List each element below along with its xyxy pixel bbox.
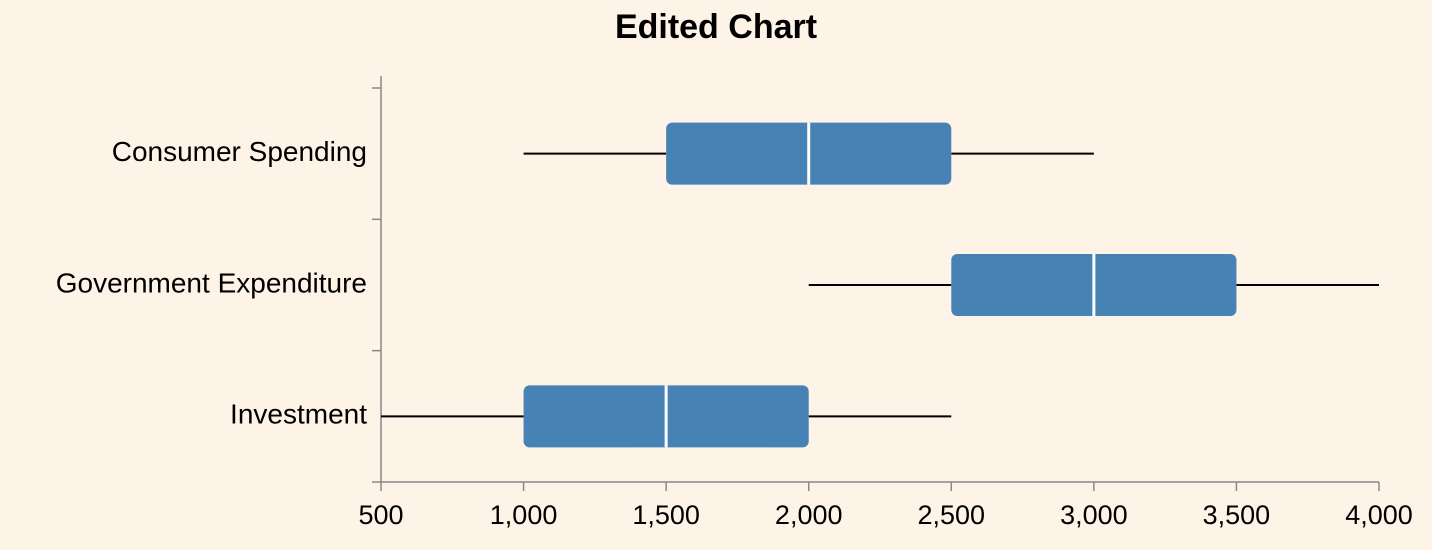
x-tick-label: 1,000 [490, 500, 558, 530]
x-tick-label: 3,000 [1060, 500, 1128, 530]
y-category-label: Consumer Spending [112, 136, 367, 167]
box-plot-series [381, 122, 1379, 448]
y-axis: Consumer Spending Government Expenditure I… [56, 76, 382, 483]
x-tick-label: 2,500 [917, 500, 985, 530]
box-government-expenditure [808, 254, 1379, 316]
x-tick-label: 1,500 [632, 500, 700, 530]
box-investment [381, 385, 952, 448]
x-tick-label: 4,000 [1345, 500, 1413, 530]
y-category-label: Investment [230, 399, 367, 430]
box-consumer-spending [523, 122, 1094, 185]
x-tick-label: 500 [358, 500, 403, 530]
x-tick-label: 3,500 [1203, 500, 1271, 530]
chart-title: Edited Chart [614, 8, 818, 46]
x-axis: 500 1,000 1,500 2,000 2,500 3,000 3,500 4,000 [358, 481, 1413, 530]
x-tick-label: 2,000 [775, 500, 843, 530]
y-category-label: Government Expenditure [56, 267, 367, 298]
